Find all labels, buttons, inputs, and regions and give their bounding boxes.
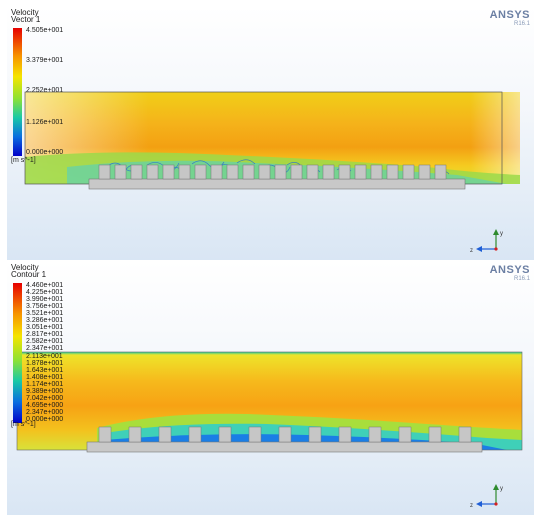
legend-tick: 2.817e+001 (26, 331, 64, 339)
roughness-blocks (98, 426, 472, 443)
legend-tick: 4.225e+001 (26, 289, 64, 297)
variable-label: Velocity (11, 8, 39, 17)
ansys-logo: ANSYS R16.1 (489, 9, 530, 27)
legend-tick: 1.878e+001 (26, 359, 64, 367)
velocity-colorbar (13, 283, 22, 423)
legend-tick: 1.643e+001 (26, 366, 64, 374)
vector-plot-viewport[interactable]: Velocity Vector 1 4.505e+001 3.379e+001 … (7, 7, 534, 260)
legend-tick: 2.347e+001 (26, 345, 64, 353)
legend-tick: 3.379e+001 (26, 57, 64, 64)
legend-tick: 3.990e+001 (26, 296, 64, 304)
axis-triad[interactable]: y z (470, 482, 510, 512)
legend-tick: 2.582e+001 (26, 338, 64, 346)
plot-name-label: Vector 1 (11, 15, 41, 24)
plot-name-label: Contour 1 (11, 270, 47, 279)
variable-label: Velocity (11, 263, 39, 272)
x-axis-icon (494, 247, 498, 251)
vector-field-render (24, 91, 520, 190)
axis-triad[interactable]: y z (470, 227, 510, 257)
legend-tick: 3.051e+001 (26, 324, 64, 332)
unit-label: [m s^-1] (11, 421, 36, 428)
legend-tick: 3.521e+001 (26, 310, 64, 318)
legend-tick: 1.408e+001 (26, 373, 64, 381)
legend-tick: 4.695e+000 (26, 401, 64, 409)
z-axis-label: z (470, 248, 473, 254)
legend-tick: 4.505e+001 (26, 27, 64, 34)
floor-plate (86, 441, 483, 453)
legend-tick: 3.756e+001 (26, 303, 64, 311)
legend-tick: 1.174e+001 (26, 380, 64, 388)
velocity-colorbar (13, 28, 22, 156)
ansys-logo: ANSYS R16.1 (489, 264, 530, 282)
z-axis-label: z (470, 503, 473, 509)
y-axis-label: y (500, 486, 503, 492)
legend-tick: 1.126e+001 (26, 119, 64, 126)
unit-label: [m s^-1] (11, 157, 36, 164)
legend-tick: 2.113e+001 (26, 352, 63, 360)
legend-tick: 0.000e+000 (26, 149, 64, 156)
legend-tick: 9.389e+000 (26, 387, 64, 395)
contour-field-render (16, 351, 523, 453)
legend-tick: 0.000e+000 (26, 415, 64, 423)
y-axis-label: y (500, 231, 503, 237)
legend-tick: 3.286e+001 (26, 317, 64, 325)
legend-tick: 4.460e+001 (26, 282, 64, 289)
floor-plate (88, 178, 466, 190)
legend-tick: 7.042e+000 (26, 394, 64, 402)
contour-plot-viewport[interactable]: Velocity Contour 1 4.460e+001 4.225e+001 3… (7, 262, 534, 515)
legend-tick: 2.347e+000 (26, 408, 64, 416)
legend-tick: 2.252e+001 (26, 87, 64, 94)
roughness-blocks (98, 164, 447, 180)
x-axis-icon (494, 502, 498, 506)
